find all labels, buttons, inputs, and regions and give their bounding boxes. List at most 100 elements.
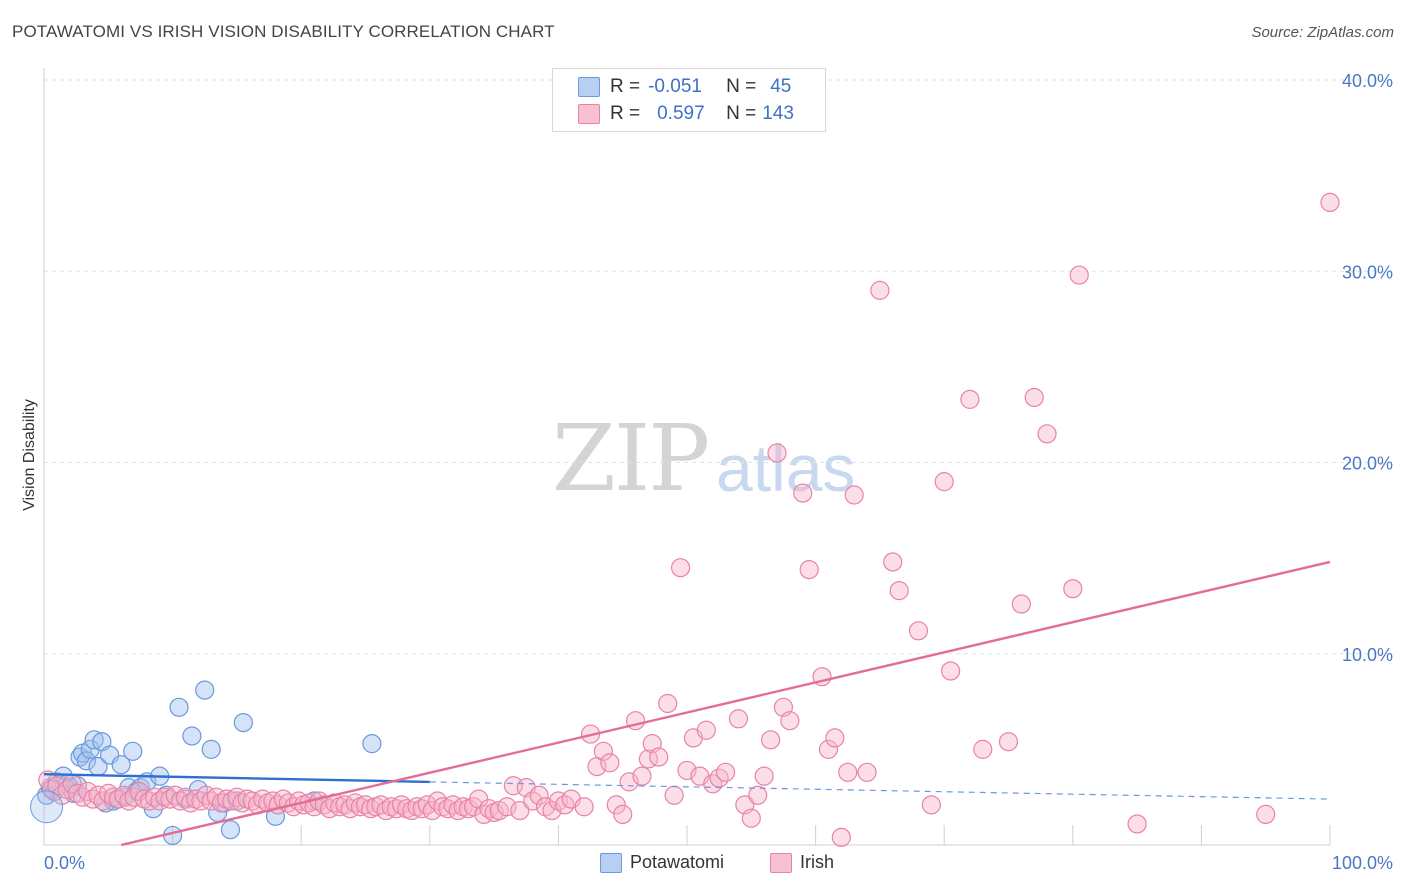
potawatomi-point bbox=[201, 739, 221, 759]
irish-point bbox=[1011, 594, 1031, 614]
potawatomi-point bbox=[80, 739, 100, 759]
potawatomi-trend-extension bbox=[429, 781, 1331, 800]
legend-item-potawatomi[interactable]: Potawatomi bbox=[600, 852, 724, 873]
irish-point bbox=[574, 797, 594, 817]
r-value: 0.597 bbox=[657, 103, 705, 124]
potawatomi-legend-swatch bbox=[600, 852, 622, 873]
irish-point bbox=[417, 795, 437, 815]
potawatomi-point bbox=[76, 751, 97, 771]
irish-point bbox=[760, 730, 781, 750]
irish-point bbox=[1024, 387, 1044, 408]
irish-point bbox=[98, 783, 118, 803]
irish-point bbox=[844, 485, 864, 505]
irish-point bbox=[529, 785, 549, 805]
irish-point bbox=[889, 581, 909, 601]
y-tick-label: 20.0% bbox=[1342, 454, 1393, 474]
irish-point bbox=[780, 711, 800, 731]
potawatomi-point bbox=[169, 697, 189, 717]
y-tick-label: 30.0% bbox=[1342, 262, 1393, 282]
irish-point bbox=[941, 661, 961, 681]
data-points bbox=[30, 192, 1340, 847]
y-tick-label: 40.0% bbox=[1342, 71, 1393, 91]
irish-point bbox=[139, 791, 160, 811]
irish-point bbox=[1037, 424, 1057, 444]
potawatomi-trend-line bbox=[43, 773, 430, 784]
potawatomi-point bbox=[195, 680, 215, 700]
irish-point bbox=[422, 800, 442, 821]
irish-point bbox=[497, 797, 517, 817]
n-label: N = bbox=[726, 76, 757, 97]
potawatomi-point bbox=[220, 820, 241, 840]
irish-point bbox=[632, 766, 652, 786]
stats-row-irish: R = 0.597 N = 143 bbox=[553, 100, 794, 128]
irish-point bbox=[960, 389, 980, 409]
n-value: 45 bbox=[770, 76, 792, 97]
stats-box: R = -0.051 N = 45 R = 0.597 N = 143 bbox=[552, 68, 826, 132]
irish-point bbox=[1069, 265, 1089, 285]
x-tick-label: 0.0% bbox=[44, 853, 85, 873]
stats-row-potawatomi: R = -0.051 N = 45 bbox=[553, 73, 791, 101]
legend-item-irish[interactable]: Irish bbox=[770, 852, 834, 873]
irish-point bbox=[670, 558, 691, 578]
irish-point bbox=[649, 747, 669, 767]
n-value: 143 bbox=[762, 103, 794, 124]
irish-point bbox=[1256, 804, 1276, 825]
irish-point bbox=[921, 795, 941, 815]
irish-point bbox=[818, 739, 839, 759]
source-label: Source: ZipAtlas.com bbox=[1251, 24, 1394, 41]
irish-point bbox=[600, 753, 620, 773]
irish-point bbox=[831, 827, 851, 847]
irish-point bbox=[741, 808, 761, 828]
irish-point bbox=[857, 762, 877, 782]
irish-point bbox=[870, 280, 890, 300]
irish-point bbox=[191, 791, 211, 811]
legend-label-irish: Irish bbox=[800, 852, 835, 872]
irish-point bbox=[973, 739, 993, 759]
potawatomi-point bbox=[111, 755, 131, 775]
potawatomi-point-large bbox=[30, 790, 64, 824]
tick-labels: 10.0% 20.0% 30.0% 40.0% 0.0% 100.0% bbox=[44, 71, 1393, 873]
irish-point bbox=[728, 709, 749, 729]
potawatomi-point bbox=[182, 726, 202, 746]
irish-point bbox=[386, 799, 406, 819]
n-label: N = bbox=[726, 103, 757, 124]
irish-point bbox=[664, 785, 684, 805]
x-tick-label: 100.0% bbox=[1332, 853, 1393, 873]
irish-point bbox=[754, 766, 774, 786]
irish-point bbox=[391, 795, 412, 815]
axes bbox=[43, 68, 1331, 846]
trend-lines bbox=[43, 560, 1331, 847]
irish-point bbox=[1127, 814, 1147, 834]
irish-point bbox=[658, 693, 678, 714]
watermark-atlas: atlas bbox=[716, 431, 856, 505]
irish-point bbox=[715, 762, 736, 782]
r-label: R = bbox=[610, 76, 641, 97]
irish-point bbox=[767, 443, 787, 463]
irish-point bbox=[838, 762, 858, 782]
irish-point bbox=[883, 552, 903, 572]
r-value: -0.051 bbox=[648, 76, 702, 97]
irish-point bbox=[469, 789, 489, 809]
y-axis-title: Vision Disability bbox=[21, 399, 38, 511]
series-irish bbox=[38, 192, 1340, 847]
potawatomi-point bbox=[84, 730, 104, 750]
irish-point bbox=[825, 728, 845, 748]
potawatomi-swatch bbox=[578, 77, 600, 97]
irish-trend-line bbox=[120, 560, 1331, 847]
chart-title: POTAWATOMI VS IRISH VISION DISABILITY CO… bbox=[12, 22, 555, 41]
irish-point bbox=[934, 472, 954, 492]
irish-point bbox=[793, 483, 813, 503]
irish-point bbox=[144, 787, 165, 807]
potawatomi-point bbox=[233, 712, 253, 733]
irish-point bbox=[119, 791, 139, 811]
irish-point bbox=[799, 559, 819, 580]
irish-point bbox=[696, 720, 716, 740]
irish-point bbox=[1063, 579, 1083, 599]
potawatomi-point bbox=[123, 741, 143, 761]
series-potawatomi bbox=[36, 680, 382, 846]
irish-point bbox=[613, 804, 633, 825]
irish-point bbox=[57, 779, 77, 800]
potawatomi-point bbox=[362, 734, 382, 754]
irish-point bbox=[593, 741, 614, 761]
